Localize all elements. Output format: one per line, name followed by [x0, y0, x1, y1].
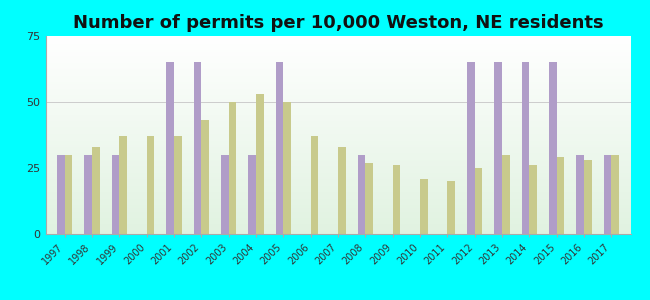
Bar [202, 121, 209, 234]
Bar [248, 155, 256, 234]
Bar [577, 155, 584, 234]
Bar [612, 155, 619, 234]
Bar [311, 136, 318, 234]
Bar [194, 62, 202, 234]
Bar [120, 136, 127, 234]
Bar [495, 62, 502, 234]
Bar [221, 155, 229, 234]
Bar [174, 136, 181, 234]
Bar [92, 147, 99, 234]
Bar [84, 155, 92, 234]
Bar [338, 147, 346, 234]
Bar [584, 160, 592, 234]
Bar [549, 62, 556, 234]
Bar [522, 62, 529, 234]
Bar [147, 136, 154, 234]
Bar [358, 155, 365, 234]
Bar [529, 165, 537, 234]
Bar [229, 102, 237, 234]
Bar [447, 181, 455, 234]
Bar [283, 102, 291, 234]
Bar [112, 155, 120, 234]
Bar [256, 94, 264, 234]
Bar [502, 155, 510, 234]
Bar [64, 155, 72, 234]
Bar [420, 178, 428, 234]
Title: Number of permits per 10,000 Weston, NE residents: Number of permits per 10,000 Weston, NE … [73, 14, 603, 32]
Bar [556, 158, 564, 234]
Bar [474, 168, 482, 234]
Bar [467, 62, 474, 234]
Bar [365, 163, 373, 234]
Bar [166, 62, 174, 234]
Bar [393, 165, 400, 234]
Bar [57, 155, 64, 234]
Bar [276, 62, 283, 234]
Bar [604, 155, 612, 234]
